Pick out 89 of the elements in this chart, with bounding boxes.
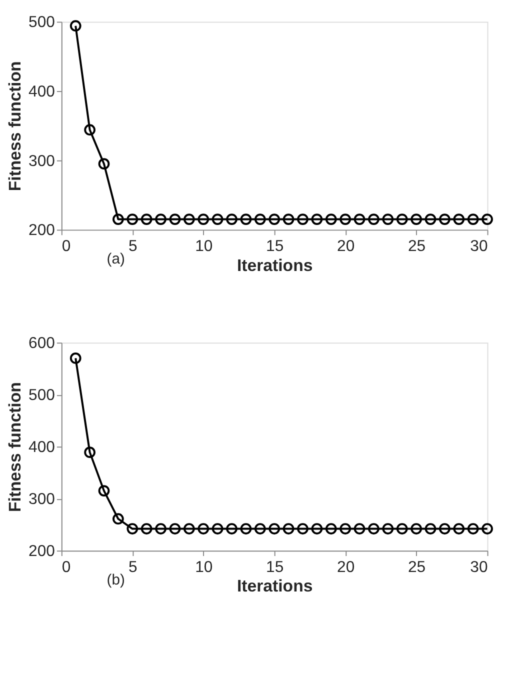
point: [439, 523, 450, 534]
point: [297, 214, 308, 225]
point: [311, 214, 323, 225]
y-tick-label: 500: [28, 387, 56, 404]
point: [226, 523, 238, 534]
point: [70, 352, 82, 364]
point: [325, 523, 337, 534]
point: [155, 523, 166, 534]
text: (a): [106, 251, 125, 268]
point: [340, 214, 352, 225]
x-axis-title: Iterations: [236, 576, 313, 596]
y-axis-title: Fitness function: [6, 61, 25, 192]
point: [325, 214, 337, 225]
y-tick-label: 200: [28, 543, 56, 560]
point: [467, 523, 479, 534]
x-tick-label: 5: [128, 558, 138, 576]
y-tick-label: 300: [28, 491, 56, 508]
x-tick-label: 5: [128, 238, 138, 255]
point: [112, 214, 124, 225]
point: [297, 523, 308, 534]
point: [183, 523, 195, 534]
point: [254, 523, 266, 534]
point: [354, 214, 366, 225]
x-tick-label: 0: [62, 558, 71, 576]
x-tick-label: 20: [337, 558, 355, 576]
point: [70, 20, 82, 32]
x-tick-label: 25: [408, 238, 426, 255]
point: [254, 214, 266, 225]
y-tick-label: 200: [28, 222, 56, 240]
point: [368, 214, 380, 225]
x-tick-label: 15: [266, 558, 284, 576]
point: [410, 523, 422, 534]
point: [155, 214, 166, 225]
point: [453, 214, 465, 225]
x-tick-label: 30: [470, 238, 488, 255]
x-tick-label: 20: [337, 238, 355, 255]
y-tick-label: 600: [28, 335, 56, 352]
point: [226, 214, 238, 225]
point: [424, 523, 436, 534]
y-tick-label: 500: [28, 14, 56, 32]
point: [84, 446, 96, 458]
point: [126, 523, 138, 534]
point: [84, 124, 96, 136]
x-tick-label: 10: [195, 558, 213, 576]
x-tick-label: 25: [408, 558, 426, 576]
point: [340, 523, 352, 534]
point: [169, 214, 181, 225]
y-axis-title: Fitness function: [6, 382, 25, 512]
point: [169, 523, 181, 534]
point: [382, 214, 394, 225]
y-tick-label: 300: [28, 152, 56, 170]
point: [467, 214, 479, 225]
x-tick-label: 0: [62, 238, 71, 255]
point: [112, 513, 124, 525]
point: [183, 214, 195, 225]
point: [212, 214, 224, 225]
point: [354, 523, 366, 534]
point: [98, 158, 110, 170]
x-axis-title: Iterations: [236, 256, 313, 275]
point: [424, 214, 436, 225]
point: [282, 214, 294, 225]
point: [268, 523, 280, 534]
point: [126, 214, 138, 225]
point: [268, 214, 280, 225]
point: [282, 523, 294, 534]
text: (b): [106, 572, 125, 588]
point: [212, 523, 224, 534]
point: [198, 523, 210, 534]
x-tick-label: 30: [470, 558, 488, 576]
point: [453, 523, 465, 534]
point: [98, 485, 110, 496]
point: [140, 214, 152, 225]
y-tick-label: 400: [28, 83, 56, 100]
point: [198, 214, 210, 225]
point: [410, 214, 422, 225]
y-tick-label: 400: [28, 439, 56, 456]
point: [439, 214, 450, 225]
point: [140, 523, 152, 534]
point: [382, 523, 394, 534]
x-tick-label: 10: [195, 238, 213, 255]
point: [240, 214, 252, 225]
point: [311, 523, 323, 534]
point: [368, 523, 380, 534]
point: [396, 523, 408, 534]
point: [240, 523, 252, 534]
point: [482, 523, 493, 534]
point: [482, 214, 493, 225]
x-tick-label: 15: [266, 238, 284, 255]
point: [396, 214, 408, 225]
